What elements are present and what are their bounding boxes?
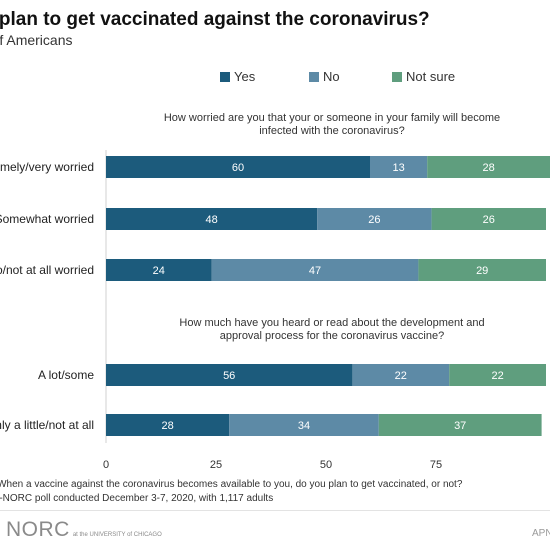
norc-logo: NORC at the UNIVERSITY of CHICAGO — [6, 518, 162, 542]
bar-segment-not-sure — [418, 259, 546, 281]
data-label-no: 22 — [395, 370, 407, 382]
bar-segment-no — [352, 364, 450, 386]
data-label-not-sure: 37 — [454, 420, 466, 432]
bar-segment-yes — [106, 414, 230, 436]
logo-wordmark-text: NORC — [6, 518, 70, 541]
bar-segment-no — [370, 156, 428, 178]
category-label: nly a little/not at all — [0, 418, 94, 432]
bar-segment-no — [317, 208, 432, 230]
legend-swatch-yes — [220, 71, 230, 82]
bar-segment-not-sure — [431, 208, 546, 230]
chart-title: u plan to get vaccinated against the cor… — [0, 9, 430, 30]
logo-subtext: at the UNIVERSITY of CHICAGO — [72, 532, 162, 538]
bar-segment-not-sure — [427, 156, 550, 178]
legend: Yes No Not sure — [0, 69, 550, 85]
data-label-not-sure: 29 — [476, 265, 488, 277]
bar-segment-yes — [106, 364, 353, 386]
data-label-no: 13 — [392, 162, 404, 174]
category-label: emely/very worried — [0, 160, 94, 174]
chart-subtitle: nt of Americans — [0, 32, 73, 48]
x-tick-label: 75 — [430, 459, 442, 471]
x-tick-label: 25 — [210, 459, 222, 471]
group-title-line: infected with the coronavirus? — [259, 125, 405, 137]
group-title-line: How worried are you that your or someone… — [164, 112, 500, 124]
legend-item-yes: Yes — [220, 69, 255, 84]
bar-segment-no — [229, 414, 379, 436]
legend-label-not-sure: Not sure — [406, 69, 456, 84]
logo-wordmark: NORC — [6, 518, 70, 542]
legend-label-no: No — [323, 69, 340, 84]
data-label-no: 34 — [298, 420, 310, 432]
data-label-yes: 48 — [205, 214, 217, 226]
category-label: Somewhat worried — [0, 212, 94, 226]
bar-segment-no — [211, 259, 419, 281]
data-label-yes: 24 — [153, 265, 165, 277]
bar-segment-not-sure — [378, 414, 542, 436]
legend-swatch-no — [309, 71, 319, 82]
brand-right: APN — [532, 528, 550, 539]
bar-segment-yes — [106, 259, 212, 281]
data-label-no: 47 — [309, 265, 321, 277]
data-label-not-sure: 22 — [491, 370, 503, 382]
x-tick-label: 0 — [103, 459, 109, 471]
bar-segment-not-sure — [449, 364, 546, 386]
legend-swatch-not-sure — [392, 71, 402, 82]
category-label: A lot/some — [38, 368, 94, 382]
bar-segment-yes — [106, 208, 318, 230]
group-title-line: approval process for the coronavirus vac… — [220, 330, 444, 342]
bar-segment-yes — [106, 156, 370, 178]
data-label-not-sure: 26 — [483, 214, 495, 226]
footer-divider — [0, 510, 550, 511]
legend-item-not-sure: Not sure — [392, 69, 455, 84]
footnote-question: n: When a vaccine against the coronaviru… — [0, 479, 463, 490]
data-label-yes: 28 — [161, 420, 173, 432]
data-label-no: 26 — [368, 214, 380, 226]
data-label-yes: 60 — [232, 162, 244, 174]
data-label-yes: 56 — [223, 370, 235, 382]
legend-item-no: No — [309, 69, 340, 84]
group-title-line: How much have you heard or read about th… — [179, 317, 484, 329]
x-tick-label: 50 — [320, 459, 332, 471]
footnote-source: AP-NORC poll conducted December 3-7, 202… — [0, 493, 274, 504]
legend-label-yes: Yes — [234, 69, 256, 84]
data-label-not-sure: 28 — [482, 162, 494, 174]
category-label: o/not at all worried — [0, 263, 94, 277]
